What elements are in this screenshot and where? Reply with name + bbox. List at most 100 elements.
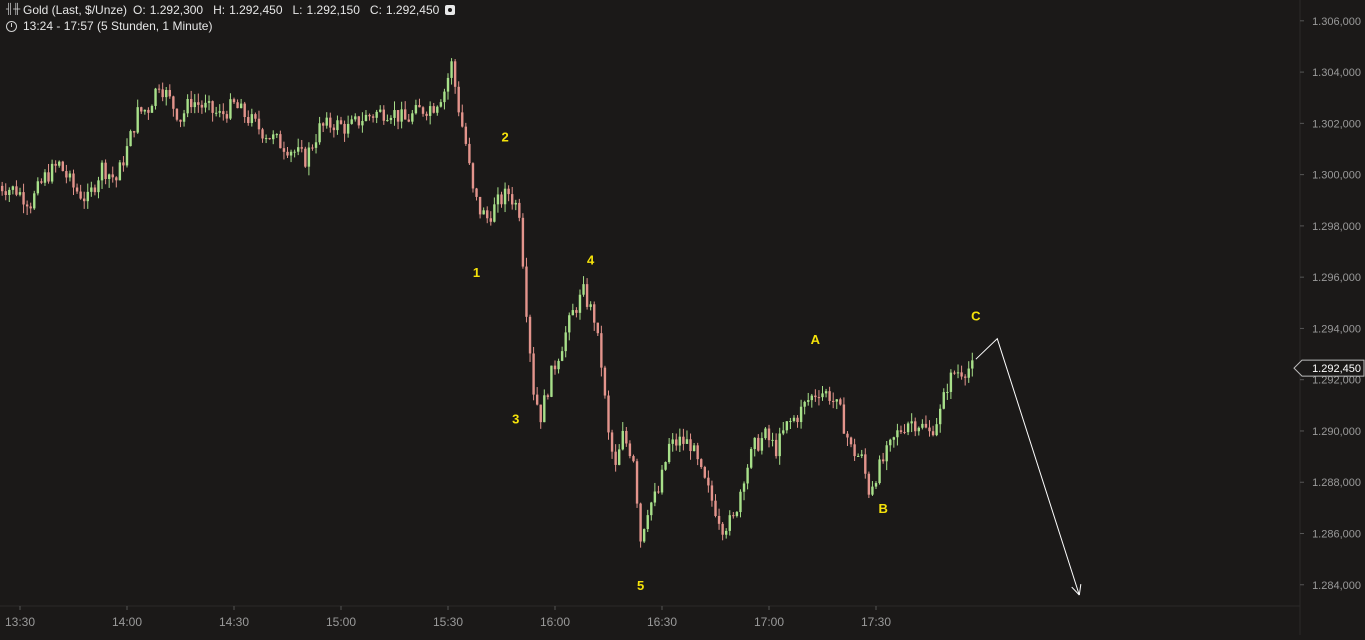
candle-down	[518, 202, 521, 218]
candle-up	[653, 491, 657, 503]
y-tick-label: 1.284,000	[1312, 580, 1361, 592]
candlestick-icon[interactable]: ╢╫	[6, 4, 21, 15]
open-label: O:	[133, 3, 146, 17]
candle-down	[168, 90, 171, 97]
candle-down	[628, 443, 632, 457]
candle-up	[856, 455, 860, 457]
candle-down	[75, 187, 79, 192]
candle-up	[792, 417, 796, 421]
low-label: L:	[292, 3, 303, 17]
candle-down	[553, 365, 557, 370]
candle-down	[657, 491, 660, 493]
timeframe-label: 13:24 - 17:57 (5 Stunden, 1 Minute)	[23, 19, 213, 33]
candle-down	[47, 172, 50, 182]
candle-up	[389, 117, 393, 121]
candle-up	[660, 469, 664, 493]
candle-down	[914, 421, 917, 432]
candle-down	[500, 194, 503, 205]
candle-up	[810, 395, 813, 401]
candle-down	[846, 433, 849, 438]
candle-down	[461, 112, 464, 127]
candle-up	[692, 445, 696, 452]
candle-down	[425, 113, 428, 116]
candle-down	[236, 102, 239, 109]
candle-up	[906, 423, 910, 433]
candle-down	[83, 198, 86, 202]
settings-circle-icon[interactable]	[445, 5, 456, 15]
candle-down	[635, 461, 639, 504]
timeframe-row: 13:24 - 17:57 (5 Stunden, 1 Minute)	[6, 19, 212, 33]
candle-up	[664, 462, 667, 470]
y-tick-label: 1.290,000	[1312, 426, 1361, 438]
candle-up	[789, 420, 792, 422]
candle-down	[432, 106, 435, 113]
candle-down	[903, 431, 906, 433]
candle-down	[175, 108, 179, 120]
candle-up	[218, 111, 221, 113]
candle-up	[68, 173, 72, 178]
candle-up	[107, 174, 111, 179]
candle-up	[557, 360, 560, 370]
y-tick-label: 1.292,000	[1312, 375, 1361, 387]
candle-up	[86, 191, 89, 202]
candle-down	[507, 188, 510, 195]
candle-down	[521, 217, 525, 267]
wave-label: B	[878, 501, 887, 516]
candle-down	[4, 191, 7, 196]
candle-up	[411, 113, 414, 122]
candle-up	[229, 99, 232, 119]
candle-down	[104, 162, 107, 179]
candle-up	[125, 146, 129, 166]
candle-up	[443, 91, 446, 103]
candle-down	[675, 439, 678, 446]
candle-up	[971, 360, 974, 369]
candle-up	[618, 449, 621, 465]
candle-up	[728, 515, 731, 531]
candle-up	[785, 421, 789, 431]
candle-up	[346, 123, 350, 134]
last-price-tag	[1293, 359, 1365, 377]
candle-down	[132, 131, 136, 133]
candle-down	[286, 151, 289, 156]
candle-down	[953, 372, 956, 374]
candle-up	[935, 424, 938, 436]
candle-down	[853, 444, 856, 457]
candle-down	[486, 210, 489, 219]
candle-down	[842, 404, 846, 434]
candle-down	[54, 163, 57, 166]
candle-down	[282, 148, 286, 152]
candle-down	[832, 400, 835, 402]
candle-up	[165, 90, 168, 98]
candle-down	[93, 187, 97, 193]
candle-down	[453, 61, 457, 87]
candle-up	[678, 436, 682, 446]
candle-down	[610, 432, 614, 452]
candle-down	[343, 123, 346, 134]
candle-down	[639, 503, 642, 542]
candle-up	[446, 77, 450, 92]
candle-up	[428, 106, 432, 116]
candle-up	[354, 116, 357, 120]
candle-down	[721, 523, 724, 535]
candle-up	[821, 393, 824, 398]
candle-down	[585, 284, 589, 307]
candle-down	[357, 116, 361, 126]
candle-down	[300, 147, 303, 149]
candle-up	[739, 491, 742, 513]
candle-up	[204, 102, 207, 108]
candle-down	[268, 138, 271, 140]
candle-up	[892, 437, 896, 440]
candle-up	[939, 408, 942, 425]
x-tick-label: 16:30	[647, 615, 677, 629]
candle-up	[18, 192, 22, 195]
candle-down	[625, 430, 628, 444]
candle-up	[36, 181, 40, 194]
candle-down	[257, 118, 261, 130]
candle-down	[339, 120, 343, 124]
candle-up	[207, 101, 211, 103]
candle-up	[803, 401, 806, 407]
candle-up	[671, 439, 674, 444]
candle-down	[407, 119, 410, 122]
candle-down	[603, 367, 607, 396]
